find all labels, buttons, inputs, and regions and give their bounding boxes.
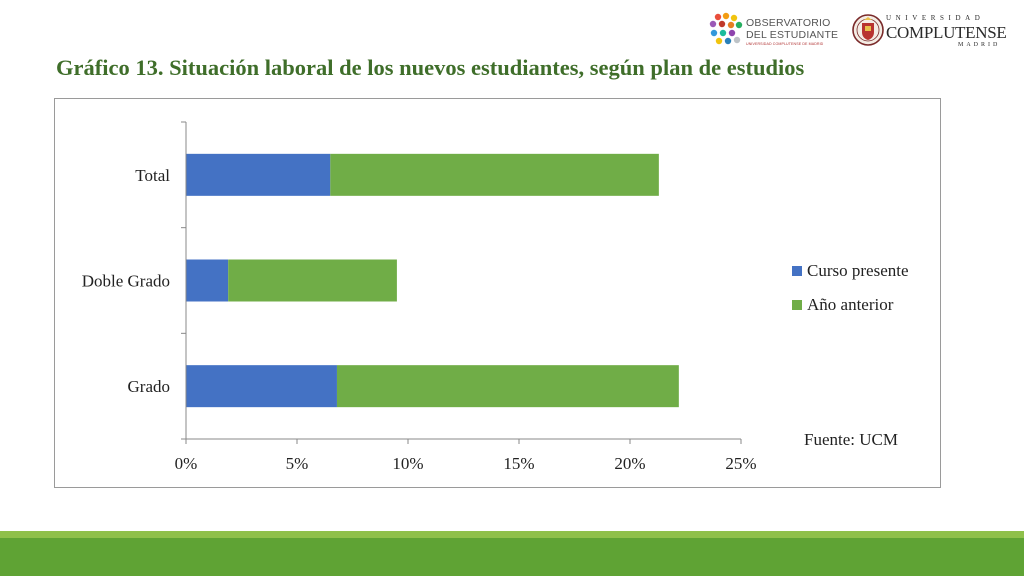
ucm-crest-icon	[852, 14, 884, 46]
x-tick-label: 25%	[725, 454, 756, 473]
ucm-logo-line3: MADRID	[958, 42, 1001, 48]
observatorio-logo-line2: DEL ESTUDIANTE	[746, 29, 839, 41]
observatorio-dots-icon	[709, 12, 743, 45]
bar-grado-series-0	[186, 365, 337, 408]
y-tick-label: Grado	[128, 377, 170, 396]
y-tick-label: Total	[135, 166, 170, 185]
observatorio-logo-line3: UNIVERSIDAD COMPLUTENSE DE MADRID	[746, 42, 824, 46]
x-tick-label: 5%	[286, 454, 309, 473]
stacked-bar-chart: Total Doble Grado Grado 0% 5% 10% 15% 20% 25% Cur…	[82, 121, 909, 473]
x-tick-label: 20%	[614, 454, 645, 473]
ucm-logo-line1: UNIVERSIDAD	[886, 14, 985, 22]
bar-grado-series-1	[336, 365, 679, 408]
legend-label-0: Curso presente	[807, 261, 909, 280]
footer-band-dark	[0, 538, 1024, 576]
ucm-logo-line2: COMPLUTENSE	[886, 23, 1007, 42]
observatorio-logo: OBSERVATORIO DEL ESTUDIANTE UNIVERSIDAD …	[708, 12, 838, 52]
bar-total-series-0	[186, 153, 331, 196]
bar-doble-grado-series-1	[228, 259, 397, 302]
footer-band-light	[0, 531, 1024, 538]
y-tick-label: Doble Grado	[82, 272, 170, 291]
source-annotation: Fuente: UCM	[804, 430, 898, 449]
observatorio-logo-line1: OBSERVATORIO	[746, 17, 831, 29]
bar-doble-grado-series-0	[186, 259, 229, 302]
x-tick-label: 15%	[503, 454, 534, 473]
chart-frame: Total Doble Grado Grado 0% 5% 10% 15% 20% 25% Cur…	[54, 98, 941, 488]
bar-total-series-1	[330, 153, 659, 196]
ucm-logo: UNIVERSIDAD COMPLUTENSE MADRID	[852, 10, 1007, 52]
x-tick-label: 0%	[175, 454, 198, 473]
legend-label-1: Año anterior	[807, 295, 894, 314]
x-tick-label: 10%	[392, 454, 423, 473]
legend-swatch-1	[792, 300, 802, 310]
legend-swatch-0	[792, 266, 802, 276]
page-title: Gráfico 13. Situación laboral de los nue…	[56, 55, 805, 80]
